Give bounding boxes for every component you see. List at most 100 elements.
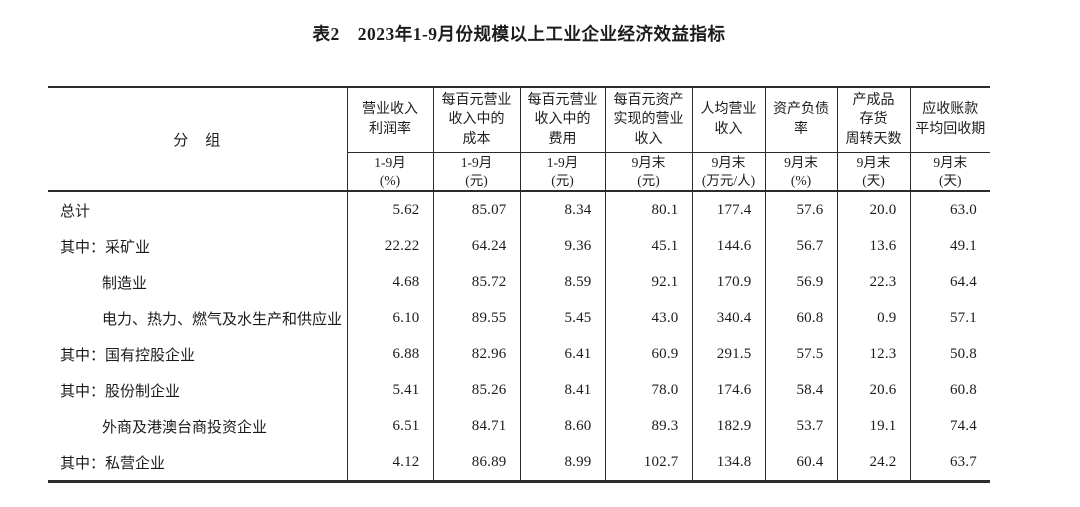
cell: 22.3 xyxy=(836,264,910,300)
cell: 43.0 xyxy=(604,300,692,336)
cell: 80.1 xyxy=(604,191,692,228)
cell: 6.10 xyxy=(346,300,433,336)
table-row-total: 总计 5.62 85.07 8.34 80.1 177.4 57.6 20.0 … xyxy=(48,191,990,228)
row-label: 其中：采矿业 xyxy=(60,239,151,256)
row-label: 其中：国有控股企业 xyxy=(60,347,196,364)
cell: 8.60 xyxy=(519,408,605,444)
cell: 84.71 xyxy=(432,408,520,444)
cell: 170.9 xyxy=(691,264,765,300)
column-header-profit-rate: 营业收入 利润率 xyxy=(346,87,433,153)
cell: 60.4 xyxy=(764,444,837,482)
subheader-debt-ratio: 9月末 (%) xyxy=(764,152,837,192)
row-label: 外商及港澳台商投资企业 xyxy=(102,419,268,436)
column-header-revenue-per-100-assets: 每百元资产 实现的营业 收入 xyxy=(604,87,692,153)
cell: 60.8 xyxy=(909,372,990,408)
cell: 144.6 xyxy=(691,228,765,264)
cell: 85.72 xyxy=(432,264,520,300)
cell: 74.4 xyxy=(909,408,990,444)
header-row-period-unit: 1-9月 (%) 1-9月 (元) 1-9月 (元) 9月末 (元) 9月末 (… xyxy=(48,152,990,192)
subheader-cost-per-100: 1-9月 (元) xyxy=(432,152,520,192)
cell: 22.22 xyxy=(346,228,433,264)
cell: 6.41 xyxy=(519,336,605,372)
subheader-expense-per-100: 1-9月 (元) xyxy=(519,152,605,192)
column-header-expense-per-100: 每百元营业 收入中的 费用 xyxy=(519,87,605,153)
subheader-receivables-period: 9月末 (天) xyxy=(909,152,990,192)
column-header-cost-per-100: 每百元营业 收入中的 成本 xyxy=(432,87,520,153)
table-row-mining: 其中：采矿业 22.22 64.24 9.36 45.1 144.6 56.7 … xyxy=(48,228,990,264)
row-label: 其中：私营企业 xyxy=(60,455,166,472)
subheader-revenue-per-100-assets: 9月末 (元) xyxy=(604,152,692,192)
cell: 6.51 xyxy=(346,408,433,444)
table-row-utilities: 电力、热力、燃气及水生产和供应业 6.10 89.55 5.45 43.0 34… xyxy=(48,300,990,336)
cell: 19.1 xyxy=(836,408,910,444)
subheader-revenue-per-capita: 9月末 (万元/人) xyxy=(691,152,765,192)
cell: 174.6 xyxy=(691,372,765,408)
subheader-inventory-turnover-days: 9月末 (天) xyxy=(836,152,910,192)
cell: 86.89 xyxy=(432,444,520,482)
column-header-inventory-turnover-days: 产成品 存货 周转天数 xyxy=(836,87,910,153)
cell: 177.4 xyxy=(691,191,765,228)
cell: 60.9 xyxy=(604,336,692,372)
cell: 53.7 xyxy=(764,408,837,444)
row-label: 其中：股份制企业 xyxy=(60,383,181,400)
cell: 57.6 xyxy=(764,191,837,228)
column-header-revenue-per-capita: 人均营业 收入 xyxy=(691,87,765,153)
table-row-state-holding: 其中：国有控股企业 6.88 82.96 6.41 60.9 291.5 57.… xyxy=(48,336,990,372)
cell: 4.12 xyxy=(346,444,433,482)
column-header-debt-ratio: 资产负债 率 xyxy=(764,87,837,153)
cell: 340.4 xyxy=(691,300,765,336)
page-title: 表2 2023年1-9月份规模以上工业企业经济效益指标 xyxy=(312,24,726,44)
cell: 4.68 xyxy=(346,264,433,300)
column-header-group: 分 组 xyxy=(48,87,347,192)
cell: 57.5 xyxy=(764,336,837,372)
cell: 0.9 xyxy=(836,300,910,336)
cell: 24.2 xyxy=(836,444,910,482)
cell: 20.6 xyxy=(836,372,910,408)
row-label: 电力、热力、燃气及水生产和供应业 xyxy=(102,311,343,328)
cell: 50.8 xyxy=(909,336,990,372)
cell: 9.36 xyxy=(519,228,605,264)
cell: 63.0 xyxy=(909,191,990,228)
cell: 58.4 xyxy=(764,372,837,408)
cell: 182.9 xyxy=(691,408,765,444)
cell: 78.0 xyxy=(604,372,692,408)
cell: 85.26 xyxy=(432,372,520,408)
cell: 291.5 xyxy=(691,336,765,372)
cell: 56.9 xyxy=(764,264,837,300)
cell: 49.1 xyxy=(909,228,990,264)
cell: 64.24 xyxy=(432,228,520,264)
cell: 8.59 xyxy=(519,264,605,300)
cell: 8.99 xyxy=(519,444,605,482)
row-label: 总计 xyxy=(60,203,91,220)
cell: 5.45 xyxy=(519,300,605,336)
table-row-shareholding: 其中：股份制企业 5.41 85.26 8.41 78.0 174.6 58.4… xyxy=(48,372,990,408)
cell: 92.1 xyxy=(604,264,692,300)
cell: 134.8 xyxy=(691,444,765,482)
header-row-main: 分 组 营业收入 利润率 每百元营业 收入中的 成本 每百元营业 收入中的 费用… xyxy=(48,87,990,192)
cell: 64.4 xyxy=(909,264,990,300)
table-row-private: 其中：私营企业 4.12 86.89 8.99 102.7 134.8 60.4… xyxy=(48,444,990,482)
cell: 8.41 xyxy=(519,372,605,408)
cell: 89.55 xyxy=(432,300,520,336)
indicators-table: 分 组 营业收入 利润率 每百元营业 收入中的 成本 每百元营业 收入中的 费用… xyxy=(48,86,990,483)
cell: 13.6 xyxy=(836,228,910,264)
cell: 63.7 xyxy=(909,444,990,482)
cell: 5.62 xyxy=(346,191,433,228)
cell: 102.7 xyxy=(604,444,692,482)
column-header-receivables-period: 应收账款 平均回收期 xyxy=(909,87,990,153)
cell: 85.07 xyxy=(432,191,520,228)
cell: 60.8 xyxy=(764,300,837,336)
table-row-manufacturing: 制造业 4.68 85.72 8.59 92.1 170.9 56.9 22.3… xyxy=(48,264,990,300)
cell: 5.41 xyxy=(346,372,433,408)
cell: 45.1 xyxy=(604,228,692,264)
cell: 82.96 xyxy=(432,336,520,372)
cell: 8.34 xyxy=(519,191,605,228)
cell: 89.3 xyxy=(604,408,692,444)
cell: 12.3 xyxy=(836,336,910,372)
cell: 6.88 xyxy=(346,336,433,372)
subheader-profit-rate: 1-9月 (%) xyxy=(346,152,433,192)
cell: 20.0 xyxy=(836,191,910,228)
table-row-foreign-invested: 外商及港澳台商投资企业 6.51 84.71 8.60 89.3 182.9 5… xyxy=(48,408,990,444)
cell: 56.7 xyxy=(764,228,837,264)
